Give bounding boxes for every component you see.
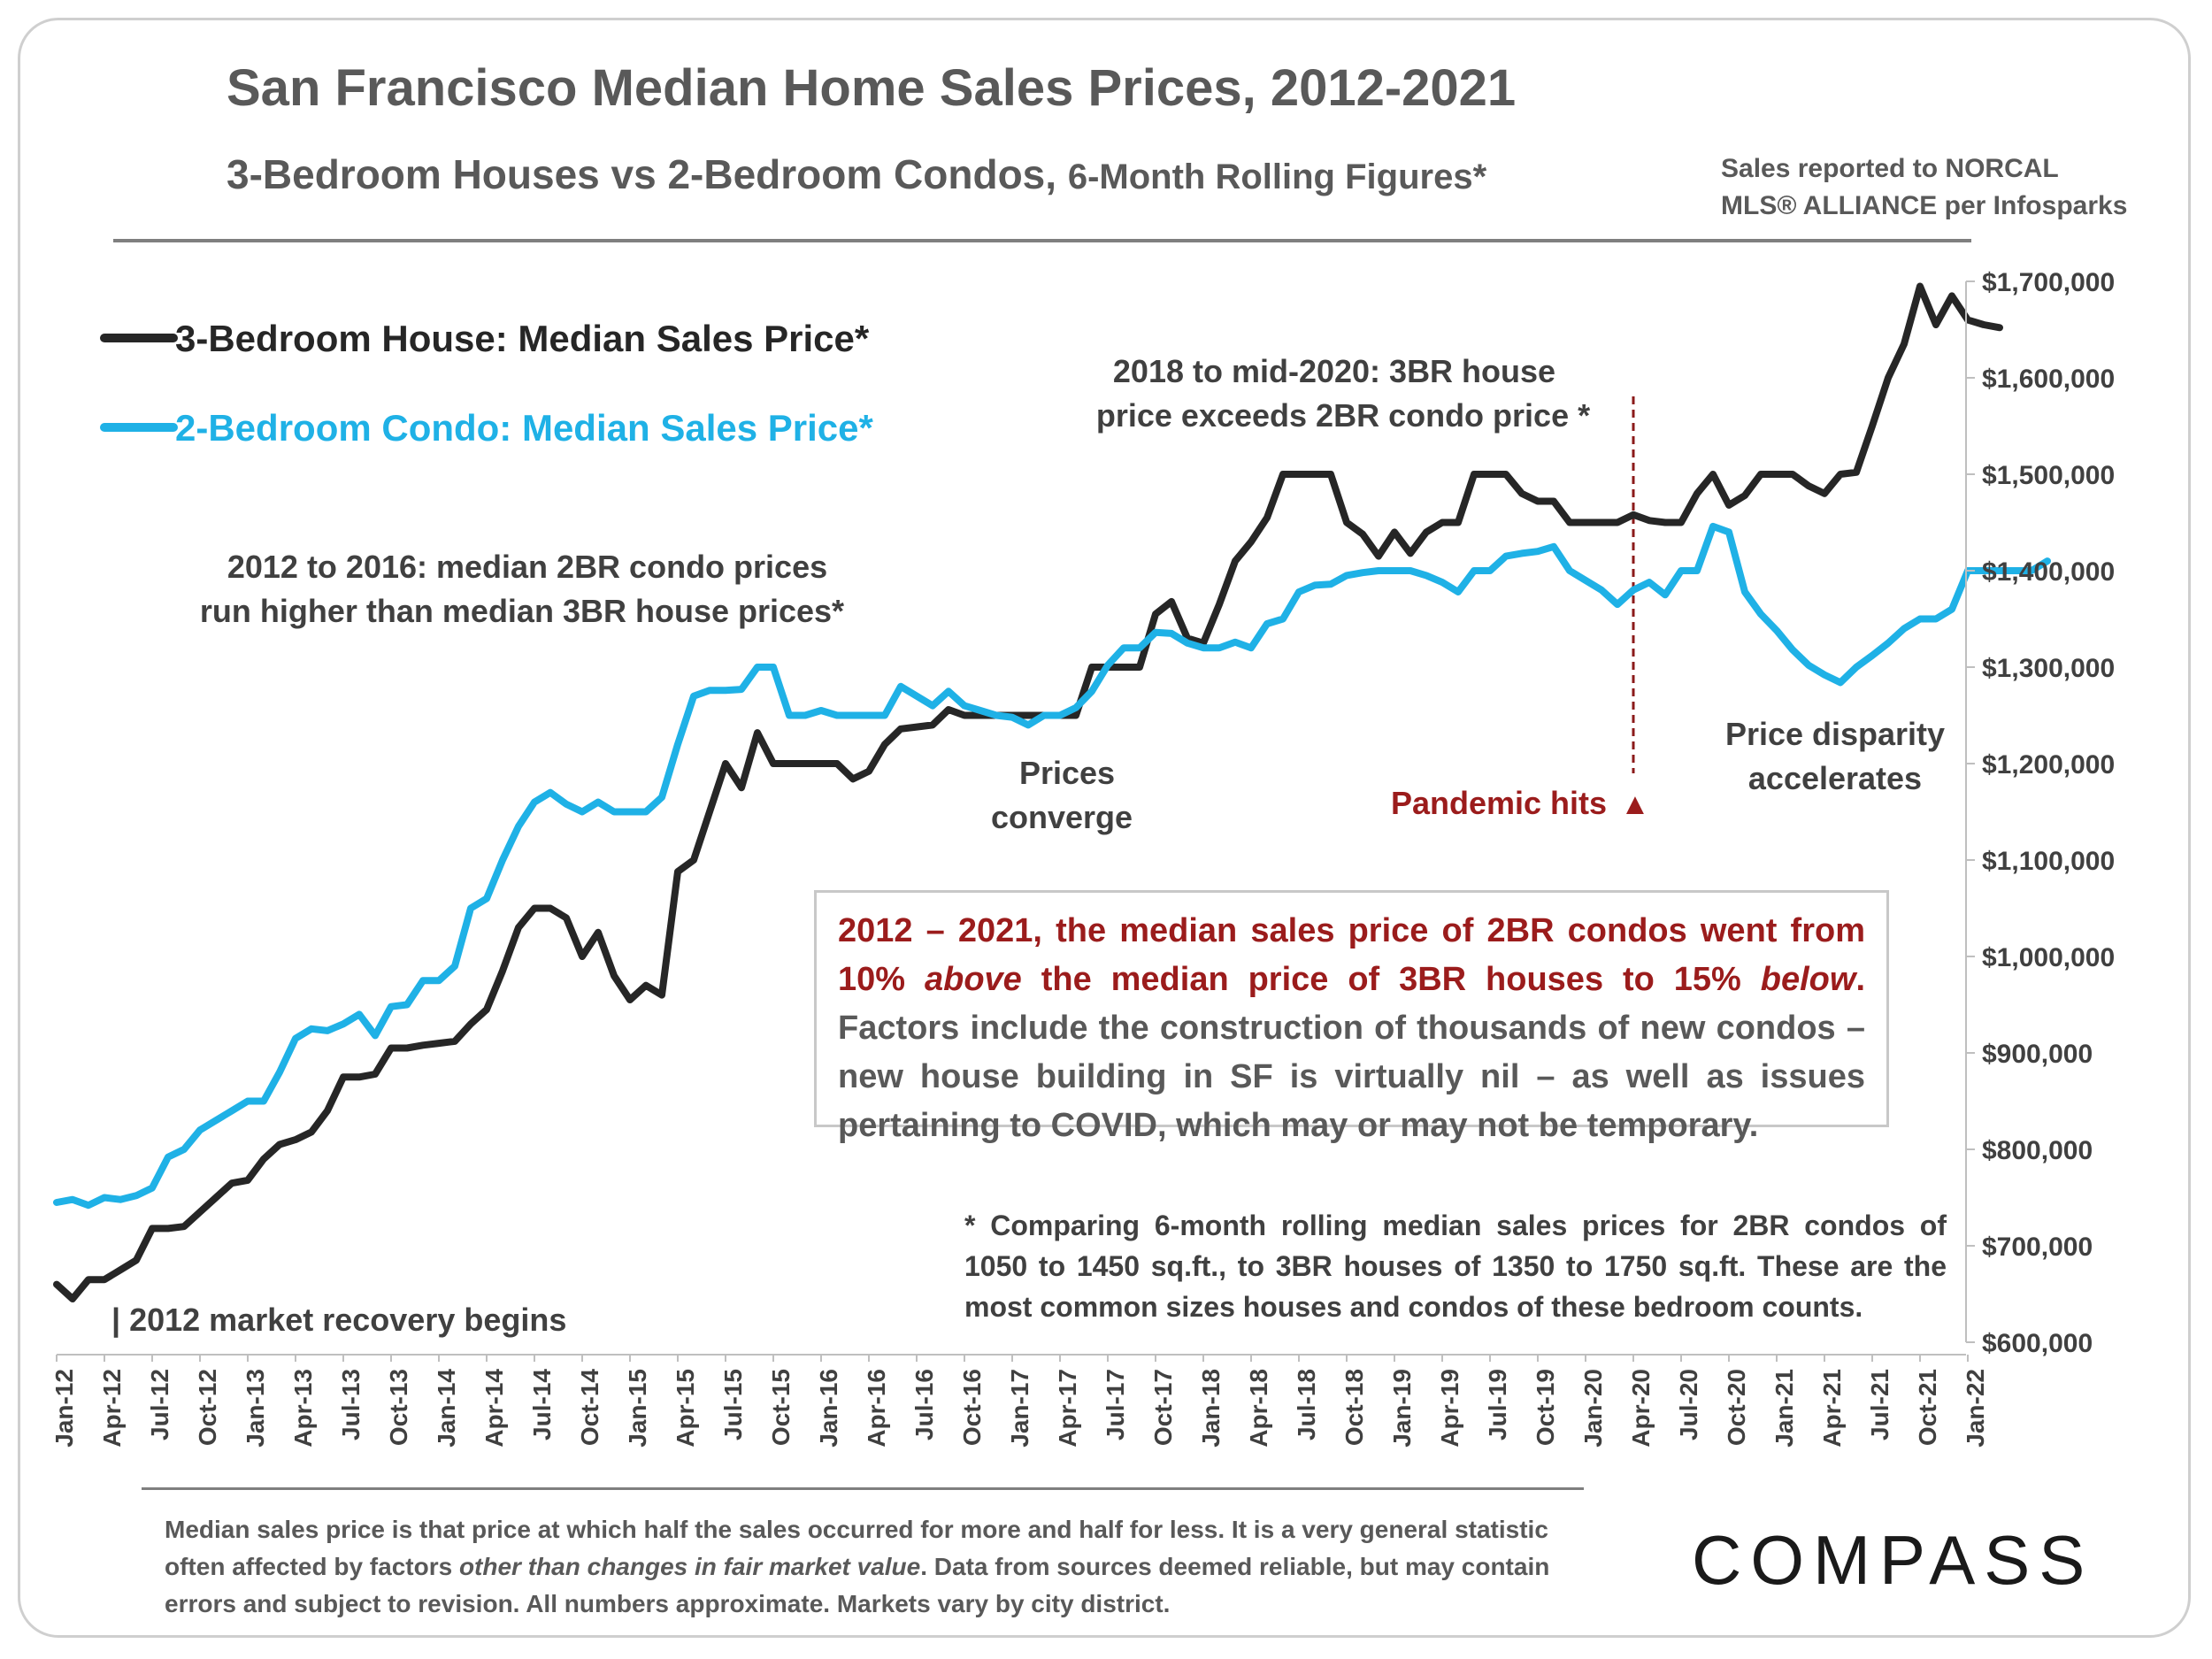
x-tick-label: Oct-13	[385, 1369, 412, 1446]
summary-red-above: above	[924, 961, 1022, 998]
y-tick-label: $1,700,000	[1982, 268, 2115, 297]
summary-red-end: .	[1855, 961, 1865, 998]
y-tick-label: $800,000	[1982, 1136, 2093, 1165]
x-tick-label: Jan-13	[242, 1369, 269, 1448]
annotation-disparity-1: Price disparity	[1725, 716, 1945, 752]
x-tick-label: Jul-16	[910, 1369, 938, 1440]
legend-condo-label: 2-Bedroom Condo: Median Sales Price*	[175, 407, 873, 449]
summary-body: Factors include the construction of thou…	[838, 1010, 1865, 1144]
y-tick-label: $700,000	[1982, 1233, 2093, 1262]
x-tick-label: Jan-20	[1579, 1369, 1607, 1448]
annotation-disparity-2: accelerates	[1748, 760, 1922, 796]
x-tick-label: Jul-18	[1293, 1369, 1320, 1440]
x-tick-label: Jul-14	[528, 1369, 556, 1440]
compass-logo: COMPASS	[1692, 1521, 2094, 1599]
x-tick-label: Oct-12	[194, 1369, 221, 1446]
y-tick-label: $1,400,000	[1982, 557, 2115, 587]
pandemic-marker-icon: ▲	[1620, 787, 1650, 821]
comparison-note: * Comparing 6-month rolling median sales…	[964, 1210, 1947, 1323]
x-tick-label: Apr-12	[98, 1369, 126, 1448]
summary-red-below: below	[1760, 961, 1856, 998]
annotation-recovery: | 2012 market recovery begins	[111, 1302, 566, 1339]
house-series-line	[53, 282, 2003, 1302]
x-tick-label: Jan-21	[1770, 1369, 1798, 1448]
x-tick-label: Jul-15	[719, 1369, 747, 1440]
x-tick-label: Jan-17	[1006, 1369, 1033, 1448]
condo-series-line	[53, 522, 2051, 1210]
x-tick-label: Jan-19	[1388, 1369, 1416, 1448]
x-tick-label: Oct-21	[1914, 1369, 1941, 1446]
y-tick-label: $1,100,000	[1982, 847, 2115, 876]
y-tick-label: $1,300,000	[1982, 654, 2115, 683]
x-tick-label: Apr-17	[1054, 1369, 1081, 1448]
summary-box: 2012 – 2021, the median sales price of 2…	[814, 890, 1889, 1144]
subtitle-main: 3-Bedroom Houses vs 2-Bedroom Condos,	[227, 151, 1068, 197]
annotation-condo-higher-1: 2012 to 2016: median 2BR condo prices	[227, 549, 827, 585]
footnote-part-2: . Data from sources deemed reliable, but…	[165, 1553, 1550, 1617]
y-tick-label: $600,000	[1982, 1329, 2093, 1358]
annotation-house-exceeds-1: 2018 to mid-2020: 3BR house	[1113, 353, 1555, 389]
y-tick-label: $1,200,000	[1982, 750, 2115, 780]
x-tick-label: Apr-14	[480, 1369, 508, 1448]
x-tick-label: Jul-13	[337, 1369, 365, 1440]
subtitle-small: 6-Month Rolling Figures*	[1067, 157, 1487, 196]
source-note: Sales reported to NORCAL MLS® ALLIANCE p…	[1721, 150, 2127, 225]
x-tick-label: Oct-20	[1723, 1369, 1750, 1446]
annotation-pandemic: Pandemic hits	[1391, 785, 1607, 821]
axis-layer: $600,000 $700,000 $800,000 $900,000 $1,000,0…	[50, 268, 2115, 1448]
chart-frame	[18, 18, 2191, 1638]
legend-layer: 3-Bedroom House: Median Sales Price* 2-B…	[100, 318, 873, 449]
source-line-1: Sales reported to NORCAL	[1721, 154, 2059, 183]
x-tick-label: Apr-15	[672, 1369, 699, 1448]
x-tick-label: Oct-16	[958, 1369, 986, 1446]
x-tick-label: Jan-18	[1197, 1369, 1225, 1448]
x-tick-label: Jan-12	[50, 1369, 78, 1448]
x-tick-label: Jul-20	[1675, 1369, 1702, 1440]
x-tick-label: Jan-16	[815, 1369, 842, 1448]
y-tick-label: $1,600,000	[1982, 365, 2115, 394]
x-tick-label: Apr-21	[1818, 1369, 1846, 1448]
x-tick-label: Oct-17	[1149, 1369, 1177, 1446]
source-line-2: MLS® ALLIANCE per Infosparks	[1721, 191, 2128, 220]
x-tick-label: Oct-14	[576, 1369, 603, 1447]
y-tick-label: $1,000,000	[1982, 943, 2115, 972]
legend-house-label: 3-Bedroom House: Median Sales Price*	[175, 318, 870, 359]
footer-divider	[142, 1487, 1584, 1490]
chart-title: San Francisco Median Home Sales Prices, …	[227, 59, 1517, 117]
x-tick-label: Oct-18	[1340, 1369, 1368, 1446]
title-divider	[113, 239, 1971, 242]
x-tick-label: Jul-17	[1102, 1369, 1129, 1440]
summary-red-2: the median price of 3BR houses to 15%	[1021, 961, 1761, 998]
annotation-converge-2: converge	[991, 799, 1133, 835]
x-tick-label: Jan-14	[433, 1369, 460, 1448]
footnote: Median sales price is that price at whic…	[165, 1511, 1580, 1623]
x-tick-label: Apr-19	[1436, 1369, 1463, 1448]
x-tick-label: Jan-22	[1962, 1369, 1989, 1448]
x-tick-label: Apr-16	[863, 1369, 890, 1448]
x-tick-label: Oct-15	[767, 1369, 795, 1446]
x-tick-label: Jul-21	[1866, 1369, 1893, 1440]
x-tick-label: Apr-18	[1245, 1369, 1272, 1448]
x-tick-label: Jul-12	[146, 1369, 173, 1440]
y-tick-label: $900,000	[1982, 1040, 2093, 1069]
y-tick-label: $1,500,000	[1982, 461, 2115, 490]
annotation-condo-higher-2: run higher than median 3BR house prices*	[200, 593, 844, 629]
summary-red-1: 2012 – 2021, the median sales price of 2…	[838, 912, 1865, 998]
x-tick-label: Oct-19	[1532, 1369, 1559, 1446]
series-layer	[53, 282, 2051, 1302]
x-tick-label: Apr-13	[289, 1369, 317, 1448]
x-tick-label: Jan-15	[624, 1369, 651, 1448]
chart-subtitle: 3-Bedroom Houses vs 2-Bedroom Condos, 6-…	[227, 150, 1486, 198]
x-tick-label: Apr-20	[1627, 1369, 1655, 1448]
footnote-italic: other than changes in fair market value	[458, 1553, 921, 1580]
text-annotations: 2012 to 2016: median 2BR condo prices ru…	[111, 353, 1945, 1339]
annotation-converge-1: Prices	[1019, 755, 1115, 791]
x-tick-label: Jul-19	[1484, 1369, 1511, 1440]
footnote-part-1: Median sales price is that price at whic…	[165, 1516, 1548, 1580]
annotation-house-exceeds-2: price exceeds 2BR condo price *	[1096, 397, 1590, 434]
